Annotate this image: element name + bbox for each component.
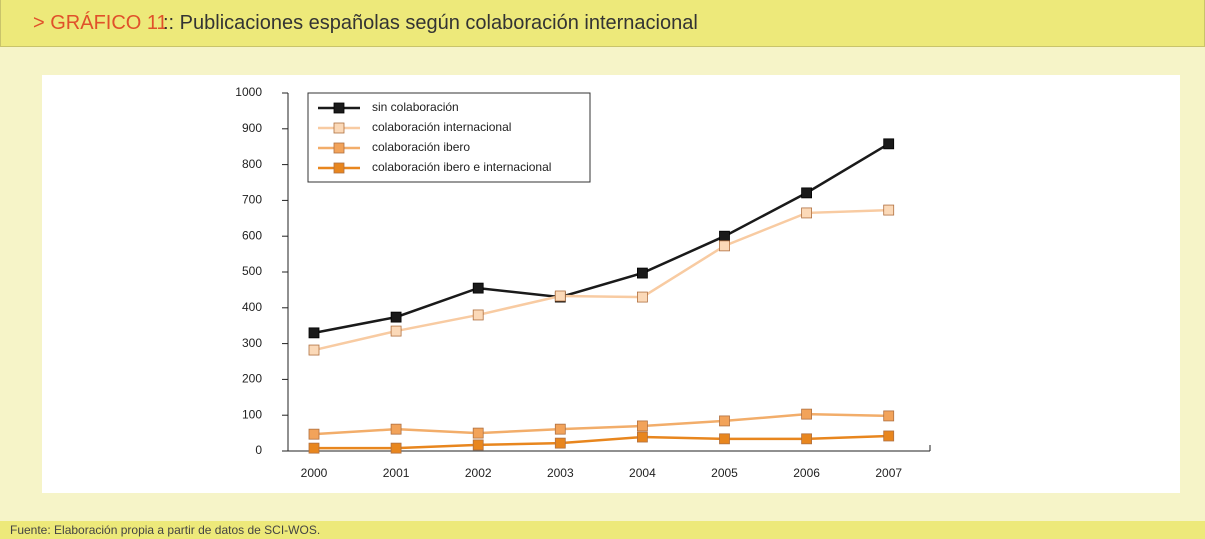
point-marker — [883, 430, 895, 442]
x-tick-label: 2007 — [875, 466, 902, 480]
point-marker — [719, 230, 730, 242]
point-marker — [719, 415, 730, 427]
point-marker — [883, 204, 895, 216]
legend-marker — [333, 142, 345, 154]
point-marker — [719, 433, 730, 445]
y-tick-label: 500 — [242, 264, 262, 278]
point-marker — [883, 410, 895, 422]
point-marker — [308, 344, 320, 356]
point-marker — [390, 311, 402, 323]
point-marker — [637, 431, 648, 443]
point-marker — [801, 408, 812, 420]
point-marker — [801, 207, 812, 219]
point-marker — [554, 423, 566, 435]
point-marker — [637, 267, 648, 279]
point-marker — [637, 420, 648, 432]
source-note: Fuente: Elaboración propia a partir de d… — [10, 523, 321, 537]
point-marker — [472, 282, 484, 294]
plot-background — [42, 75, 1180, 493]
point-marker — [308, 327, 320, 339]
y-tick-label: 100 — [242, 407, 262, 421]
series-line — [313, 142, 890, 335]
legend-label: colaboración ibero — [372, 140, 470, 154]
point-marker — [390, 325, 402, 337]
y-tick-label: 0 — [255, 443, 262, 457]
y-tick-label: 200 — [242, 372, 262, 386]
point-marker — [390, 423, 402, 435]
series-line — [313, 412, 889, 436]
point-marker — [308, 428, 320, 440]
point-marker — [883, 138, 895, 150]
footer: Fuente: Elaboración propia a partir de d… — [0, 521, 1205, 539]
point-marker — [554, 290, 566, 302]
point-marker — [719, 240, 730, 252]
point-marker — [554, 437, 566, 449]
y-tick-label: 600 — [242, 228, 262, 242]
point-marker — [472, 309, 484, 321]
x-tick-label: 2001 — [383, 466, 410, 480]
x-tick-label: 2003 — [547, 466, 574, 480]
point-marker — [390, 442, 402, 454]
series-line — [314, 434, 889, 450]
point-marker — [637, 291, 648, 303]
y-tick-label: 400 — [242, 300, 262, 314]
x-tick-label: 2002 — [465, 466, 492, 480]
legend-label: sin colaboración — [372, 100, 459, 114]
legend-label: colaboración internacional — [372, 120, 511, 134]
legend-label: colaboración ibero e internacional — [372, 160, 551, 174]
header: > GRÁFICO 11 :: Publicaciones españolas … — [0, 0, 1205, 47]
x-tick-label: 2006 — [793, 466, 820, 480]
y-tick-label: 800 — [242, 157, 262, 171]
point-marker — [801, 433, 812, 445]
point-marker — [472, 427, 484, 439]
y-tick-label: 1000 — [235, 85, 262, 99]
point-marker — [472, 439, 484, 451]
x-tick-label: 2004 — [629, 466, 656, 480]
point-marker — [801, 187, 812, 199]
chart-title: :: Publicaciones españolas según colabor… — [163, 12, 698, 34]
legend-marker — [333, 122, 345, 134]
series-line — [313, 208, 889, 352]
legend-marker — [333, 162, 345, 174]
legend-marker — [333, 102, 345, 114]
y-tick-label: 700 — [242, 193, 262, 207]
y-tick-label: 900 — [242, 121, 262, 135]
x-tick-label: 2005 — [711, 466, 738, 480]
x-tick-label: 2000 — [301, 466, 328, 480]
point-marker — [308, 442, 320, 454]
y-tick-label: 300 — [242, 336, 262, 350]
chart-number: > GRÁFICO 11 — [33, 12, 168, 34]
